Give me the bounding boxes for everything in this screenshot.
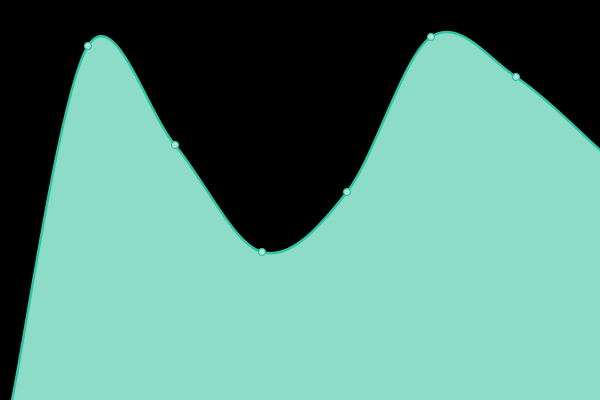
data-point-marker xyxy=(83,41,93,51)
data-point-marker xyxy=(342,187,352,197)
data-point-marker xyxy=(511,72,521,82)
data-point-marker xyxy=(170,140,180,150)
area-fill-path xyxy=(12,31,600,400)
data-point-markers xyxy=(83,32,521,257)
data-point-marker xyxy=(426,32,436,42)
data-point-marker xyxy=(257,247,267,257)
